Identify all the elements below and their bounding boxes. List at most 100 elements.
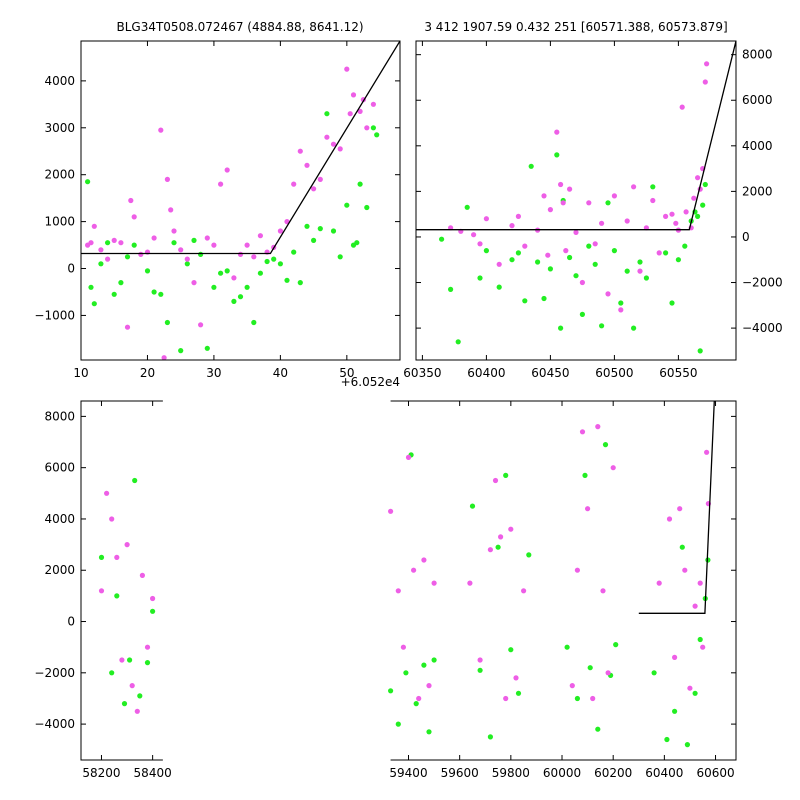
data-point-pink: [324, 134, 330, 140]
data-point-green: [114, 593, 120, 599]
data-point-pink: [673, 220, 679, 226]
data-point-pink: [284, 219, 290, 225]
data-point-pink: [492, 477, 499, 484]
data-point-green: [257, 270, 263, 276]
data-point-pink: [599, 220, 605, 226]
x-tick-label: 60600: [696, 766, 734, 780]
data-point-pink: [317, 176, 323, 182]
data-point-pink: [231, 275, 237, 281]
data-point-green: [522, 298, 528, 304]
data-point-green: [455, 339, 461, 345]
data-point-pink: [364, 125, 370, 131]
data-point-green: [395, 721, 401, 727]
data-point-green: [587, 665, 593, 671]
data-point-green: [374, 132, 380, 138]
data-point-pink: [109, 516, 115, 522]
data-point-pink: [579, 279, 586, 286]
data-point-green: [164, 319, 170, 326]
panel-top-left: 10 20 30 40 50 −1000 0 1000 2000 3000 4000: [34, 40, 401, 380]
data-point-pink: [697, 580, 703, 586]
data-point-pink: [128, 197, 134, 204]
data-point-green: [121, 701, 128, 707]
data-point-pink: [592, 241, 598, 247]
data-point-pink: [669, 211, 675, 217]
data-point-pink: [569, 683, 575, 689]
data-point-pink: [513, 675, 519, 681]
data-point-pink: [134, 708, 140, 714]
data-point-green: [244, 284, 250, 290]
model-line: [81, 41, 400, 255]
data-point-green: [158, 291, 164, 297]
x-tick-label: 60400: [467, 366, 505, 380]
data-point-green: [231, 298, 237, 304]
data-point-pink: [88, 240, 94, 246]
data-point-green: [650, 184, 656, 190]
data-point-pink: [585, 506, 591, 512]
y-tick-label: 8000: [742, 48, 773, 62]
data-point-pink: [124, 324, 131, 330]
x-tick-label: 60400: [645, 766, 683, 780]
data-point-green: [88, 284, 94, 290]
data-point-pink: [522, 243, 528, 249]
y-tick-label: 4000: [44, 512, 75, 526]
y-tick-label: 3000: [44, 121, 75, 135]
data-point-pink: [405, 454, 412, 460]
data-point-green: [582, 472, 588, 478]
data-point-green: [131, 242, 137, 248]
axis-break-top: [162, 399, 391, 403]
y-tick-label: −4000: [742, 321, 783, 335]
data-point-pink: [218, 181, 224, 187]
data-point-pink: [637, 268, 643, 274]
data-point-green: [672, 708, 678, 714]
data-point-green: [651, 670, 657, 676]
data-point-green: [311, 237, 317, 243]
data-point-pink: [547, 207, 554, 213]
y-tick-label: −1000: [34, 308, 75, 322]
data-point-green: [364, 204, 370, 211]
y-tick-label: 6000: [742, 93, 773, 107]
data-point-green: [357, 181, 363, 187]
data-point-pink: [650, 197, 656, 204]
y-tick-label: 0: [742, 230, 750, 244]
data-point-green: [515, 250, 522, 256]
data-point-green: [477, 667, 483, 673]
points-layer: [439, 61, 710, 354]
y-tick-label: −4000: [34, 717, 75, 731]
data-point-green: [284, 277, 290, 283]
data-point-green: [237, 294, 244, 300]
data-point-pink: [114, 554, 120, 561]
axes-frame: [80, 40, 401, 361]
y-tick-label: 2000: [742, 184, 773, 198]
data-point-green: [304, 223, 310, 229]
data-point-green: [618, 300, 624, 306]
data-point-green: [586, 243, 592, 249]
data-point-pink: [471, 232, 477, 238]
data-point-pink: [560, 200, 566, 206]
data-point-green: [439, 236, 445, 242]
data-point-green: [98, 261, 104, 267]
data-point-green: [567, 254, 573, 261]
data-point-green: [700, 202, 706, 208]
data-point-pink: [421, 557, 427, 563]
data-point-green: [477, 275, 483, 281]
y-tick-label: 4000: [742, 139, 773, 153]
data-point-green: [91, 301, 97, 307]
data-point-pink: [656, 580, 662, 586]
y-tick-label: 8000: [44, 409, 75, 423]
data-point-green: [579, 311, 586, 317]
data-point-pink: [161, 355, 167, 360]
data-point-pink: [344, 66, 350, 72]
data-point-green: [541, 295, 547, 302]
data-point-green: [277, 261, 283, 267]
data-point-pink: [509, 223, 515, 229]
data-point-pink: [237, 251, 244, 257]
data-point-pink: [574, 567, 581, 573]
data-point-pink: [178, 247, 184, 253]
x-tick-label: 60450: [531, 366, 569, 380]
data-point-pink: [171, 228, 177, 234]
data-point-pink: [150, 595, 156, 602]
data-point-green: [403, 670, 409, 676]
data-point-green: [574, 695, 581, 702]
data-point-pink: [579, 429, 586, 435]
